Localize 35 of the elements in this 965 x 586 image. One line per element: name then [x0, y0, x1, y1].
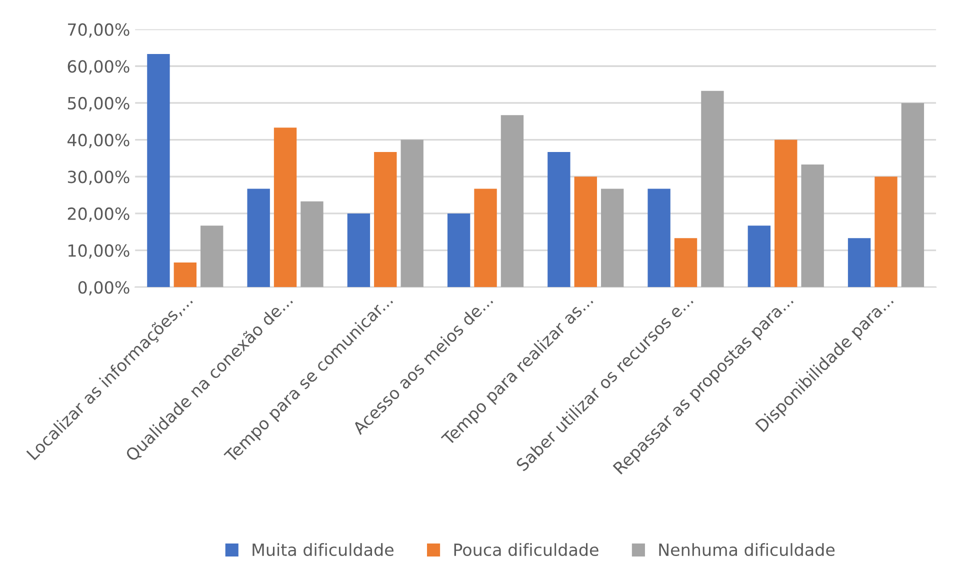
- bar: [674, 238, 698, 288]
- y-tick-label: 70,00%: [68, 23, 130, 38]
- legend-label: Pouca dificuldade: [454, 543, 598, 556]
- bar: [300, 201, 324, 288]
- bar: [474, 188, 497, 288]
- bar: [548, 152, 570, 288]
- bar: [574, 176, 597, 288]
- y-tick-label: 50,00%: [68, 96, 130, 112]
- legend-label: Nenhuma dificuldade: [659, 543, 835, 556]
- bar: [748, 226, 771, 288]
- legend-label: Muita dificuldade: [252, 543, 394, 556]
- y-tick-label: 40,00%: [68, 134, 130, 148]
- bar: [147, 54, 170, 288]
- y-tick-label: 10,00%: [68, 244, 130, 259]
- bar: [200, 226, 224, 288]
- bar: [374, 152, 397, 288]
- bar: [500, 115, 524, 288]
- bar: [901, 102, 924, 288]
- bar: [774, 140, 798, 288]
- bar: [848, 238, 871, 288]
- bar: [274, 128, 297, 288]
- bar: [648, 188, 670, 288]
- y-tick-label: 20,00%: [68, 207, 130, 222]
- bar: [174, 262, 197, 288]
- bar: [874, 176, 898, 288]
- bar: [801, 164, 824, 288]
- bar: [701, 90, 724, 288]
- bar: [400, 140, 424, 288]
- bar: [347, 213, 370, 288]
- y-tick-label: 0,00%: [78, 281, 130, 296]
- y-tick-label: 30,00%: [68, 170, 130, 185]
- bar: [447, 213, 470, 288]
- y-tick-label: 60,00%: [68, 60, 130, 74]
- bar: [247, 188, 270, 288]
- bar: [600, 188, 624, 288]
